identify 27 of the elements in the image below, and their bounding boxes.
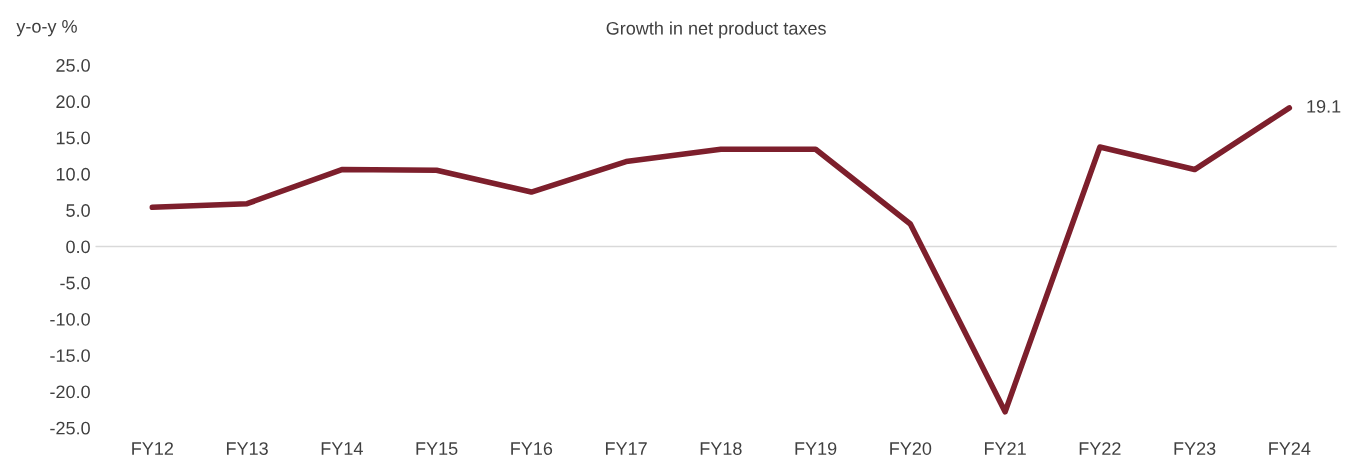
x-tick-label: FY13 [226,442,268,455]
y-tick-label: 15.0 [56,131,90,145]
y-tick-label: -10.0 [50,312,90,326]
chart-title: Growth in net product taxes [606,21,826,39]
y-tick-label: 0.0 [66,240,90,254]
x-tick-label: FY12 [132,442,173,455]
x-tick-label: FY18 [700,442,742,455]
y-tick-label: 10.0 [56,167,90,181]
y-tick-label: -20.0 [50,385,90,399]
y-tick-label: 20.0 [56,95,90,109]
x-tick-label: FY17 [605,442,647,455]
data-label: 19.1 [1307,99,1341,113]
x-tick-label: FY19 [795,442,837,455]
y-tick-label: 25.0 [56,59,90,72]
x-tick-label: FY20 [890,442,932,455]
x-tick-label: FY24 [1269,442,1311,455]
y-tick-label: -25.0 [50,421,90,435]
x-tick-label: FY23 [1174,442,1216,455]
x-tick-label: FY22 [1079,442,1121,455]
x-tick-label: FY14 [321,442,363,455]
x-tick-label: FY15 [416,442,458,455]
y-tick-label: -15.0 [50,349,90,362]
x-tick-label: FY21 [985,442,1026,455]
y-tick-label: -5.0 [60,276,90,290]
x-tick-label: FY16 [511,442,553,455]
y-axis-title: y-o-y % [16,20,77,37]
y-tick-label: 5.0 [66,204,90,217]
